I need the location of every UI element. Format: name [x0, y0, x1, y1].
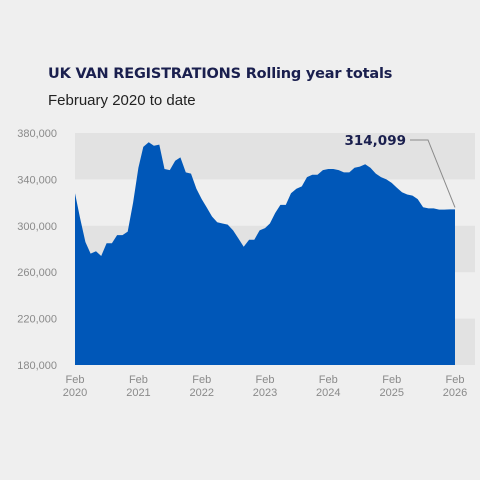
y-tick-label: 180,000 [17, 360, 57, 372]
y-tick-label: 260,000 [17, 267, 57, 279]
x-tick-label: Feb [446, 374, 465, 386]
y-tick-label: 300,000 [17, 221, 57, 233]
x-tick-label: 2021 [126, 387, 150, 399]
x-tick-label: Feb [256, 374, 275, 386]
x-tick-label: Feb [319, 374, 338, 386]
chart-title: UK VAN REGISTRATIONS Rolling year totals [48, 66, 393, 82]
y-tick-label: 220,000 [17, 314, 57, 326]
callout-value-label: 314,099 [345, 133, 407, 149]
y-tick-label: 380,000 [17, 128, 57, 140]
x-tick-label: 2024 [316, 387, 340, 399]
x-tick-label: 2022 [189, 387, 213, 399]
x-tick-label: 2023 [253, 387, 277, 399]
x-tick-label: Feb [66, 374, 85, 386]
x-tick-label: 2025 [379, 387, 403, 399]
chart-subtitle: February 2020 to date [48, 92, 196, 109]
x-tick-label: Feb [129, 374, 148, 386]
x-tick-label: 2020 [63, 387, 87, 399]
callout-leader-line [410, 139, 456, 208]
series-area [75, 142, 455, 365]
x-tick-label: Feb [192, 374, 211, 386]
x-tick-label: Feb [382, 374, 401, 386]
x-tick-label: 2026 [443, 387, 467, 399]
y-tick-label: 340,000 [17, 174, 57, 186]
